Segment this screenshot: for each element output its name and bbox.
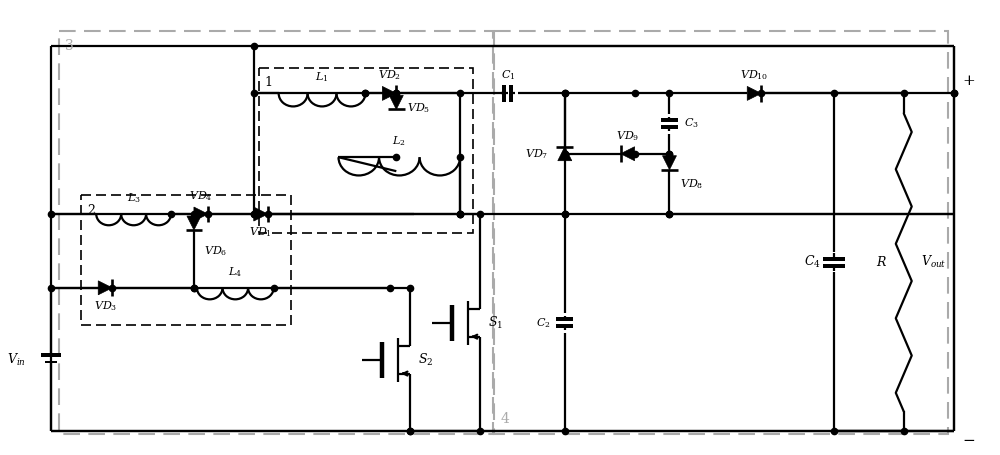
Polygon shape [382, 86, 396, 101]
Text: $R$: $R$ [876, 255, 887, 269]
Text: $VD_6$: $VD_6$ [204, 244, 228, 258]
Polygon shape [621, 147, 635, 161]
Polygon shape [98, 281, 112, 295]
Text: $VD_1$: $VD_1$ [249, 225, 272, 239]
Text: $V_{in}$: $V_{in}$ [7, 352, 26, 368]
Text: 4: 4 [501, 412, 509, 426]
Text: $VD_5$: $VD_5$ [407, 101, 430, 115]
Polygon shape [558, 147, 572, 161]
Bar [59, 30, 493, 435]
Text: $L_2$: $L_2$ [392, 134, 406, 148]
Text: $L_1$: $L_1$ [315, 71, 329, 84]
Text: $VD_3$: $VD_3$ [94, 299, 117, 313]
Text: $C_3$: $C_3$ [684, 116, 699, 131]
Text: $S_2$: $S_2$ [418, 352, 433, 368]
Text: 2: 2 [87, 203, 95, 217]
Text: $VD_4$: $VD_4$ [189, 189, 213, 203]
Text: $VD_{10}$: $VD_{10}$ [740, 69, 768, 82]
Text: +: + [962, 75, 975, 88]
Polygon shape [187, 216, 201, 230]
Text: $V_{out}$: $V_{out}$ [921, 254, 946, 270]
Text: $L_4$: $L_4$ [228, 265, 242, 279]
Text: $VD_8$: $VD_8$ [680, 177, 703, 191]
Bar [259, 69, 473, 233]
Text: $L_3$: $L_3$ [127, 191, 141, 205]
Polygon shape [254, 207, 268, 221]
Bar [494, 30, 948, 435]
Text: $VD_2$: $VD_2$ [378, 69, 401, 82]
Text: 3: 3 [65, 39, 74, 53]
Text: $C_1$: $C_1$ [501, 69, 515, 82]
Bar [81, 195, 291, 325]
Text: 1: 1 [265, 76, 273, 89]
Polygon shape [747, 86, 761, 101]
Text: $C_2$: $C_2$ [536, 316, 550, 329]
Polygon shape [663, 156, 676, 170]
Polygon shape [194, 207, 208, 221]
Text: $S_1$: $S_1$ [488, 315, 503, 331]
Text: −: − [962, 435, 975, 448]
Text: $VD_7$: $VD_7$ [525, 147, 549, 161]
Text: $VD_9$: $VD_9$ [616, 129, 639, 143]
Polygon shape [389, 96, 403, 109]
Text: $C_4$: $C_4$ [804, 254, 820, 270]
